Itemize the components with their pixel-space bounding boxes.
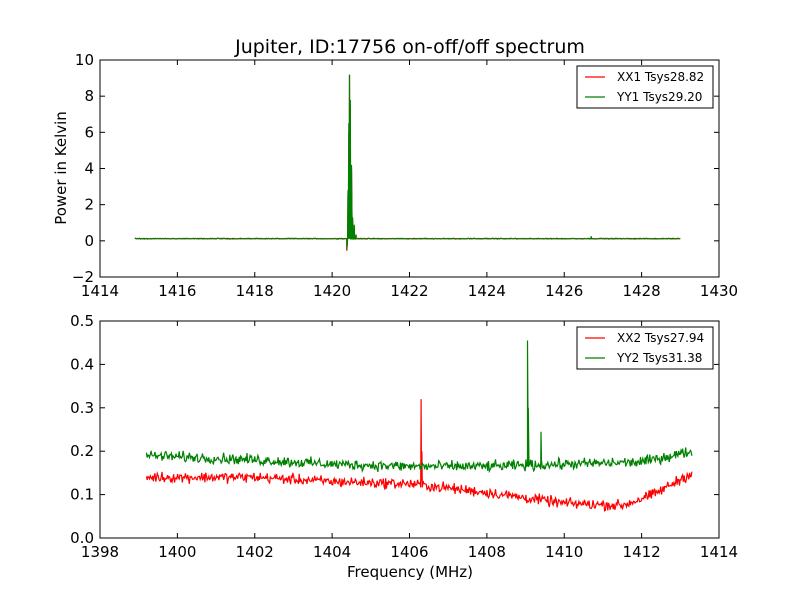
- y-tick-label: 6: [84, 123, 94, 141]
- x-tick-label: 1424: [468, 282, 506, 300]
- x-tick-label: 1404: [313, 543, 351, 561]
- x-tick-label: 1398: [81, 543, 119, 561]
- x-tick-label: 1416: [158, 282, 196, 300]
- x-tick-label: 1414: [700, 543, 738, 561]
- legend-entry: YY1 Tsys29.20: [616, 90, 702, 104]
- legend-entry: YY2 Tsys31.38: [616, 351, 702, 365]
- x-tick-label: 1414: [81, 282, 119, 300]
- x-tick-label: 1420: [313, 282, 351, 300]
- x-tick-label: 1410: [545, 543, 583, 561]
- chart-title: Jupiter, ID:17756 on-off/off spectrum: [234, 36, 585, 58]
- top-y-axis-label: Power in Kelvin: [52, 111, 70, 225]
- y-tick-label: 0.3: [70, 399, 94, 417]
- y-tick-label: 8: [84, 87, 94, 105]
- x-tick-label: 1406: [390, 543, 428, 561]
- y-tick-label: 4: [84, 160, 94, 178]
- y-tick-label: 10: [75, 51, 94, 69]
- series-line-2: [145, 340, 693, 474]
- x-tick-label: 1426: [545, 282, 583, 300]
- x-tick-label: 1418: [236, 282, 274, 300]
- legend-entry: XX2 Tsys27.94: [617, 331, 704, 345]
- legend-box: [576, 326, 714, 370]
- legend: XX1 Tsys28.82 YY1 Tsys29.20: [576, 65, 714, 109]
- y-tick-label: 0: [84, 232, 94, 250]
- series-line-2: [134, 74, 681, 250]
- bottom-plot: 1398 1400 1402 1404 1406 1408 1410 1412 1414 0.0 0…: [70, 312, 738, 561]
- legend: XX2 Tsys27.94 YY2 Tsys31.38: [576, 326, 714, 370]
- y-tick-label: 0.5: [70, 312, 94, 330]
- x-tick-label: 1430: [700, 282, 738, 300]
- bottom-x-axis-label: Frequency (MHz): [347, 563, 473, 581]
- x-tick-label: 1400: [158, 543, 196, 561]
- legend-box: [576, 65, 714, 109]
- top-plot: 1414 1416 1418 1420 1422 1424 1426 1428 1430 −2 0 2…: [72, 51, 738, 300]
- y-tick-label: 2: [84, 196, 94, 214]
- x-tick-label: 1412: [623, 543, 661, 561]
- x-tick-label: 1402: [236, 543, 274, 561]
- y-tick-label: −2: [72, 268, 94, 286]
- x-tick-label: 1422: [390, 282, 428, 300]
- x-tick-label: 1428: [623, 282, 661, 300]
- legend-entry: XX1 Tsys28.82: [617, 70, 704, 84]
- y-tick-label: 0.1: [70, 486, 94, 504]
- y-tick-label: 0.4: [70, 355, 94, 373]
- series-line-1: [145, 399, 693, 512]
- y-tick-label: 0.2: [70, 442, 94, 460]
- x-tick-label: 1408: [468, 543, 506, 561]
- y-tick-label: 0.0: [70, 529, 94, 547]
